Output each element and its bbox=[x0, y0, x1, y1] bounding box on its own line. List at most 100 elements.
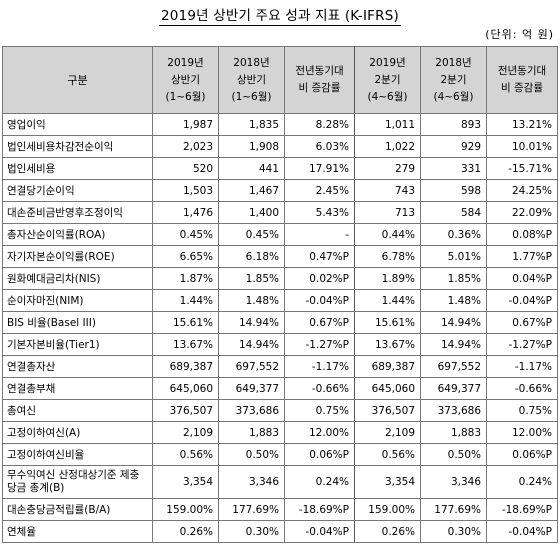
row-label: 기본자본비율(Tier1) bbox=[2, 333, 153, 356]
cell-value: 1,835 bbox=[218, 113, 285, 136]
cell-value: 649,377 bbox=[420, 377, 487, 400]
cell-value: 0.56% bbox=[152, 443, 219, 466]
cell-value: 645,060 bbox=[152, 377, 219, 400]
cell-value: 1,908 bbox=[218, 135, 285, 158]
cell-value: -0.66% bbox=[486, 377, 558, 400]
cell-value: 0.08%P bbox=[486, 223, 558, 246]
cell-value: 0.75% bbox=[486, 399, 558, 422]
cell-value: 0.36% bbox=[420, 223, 487, 246]
cell-value: 24.25% bbox=[486, 179, 558, 202]
cell-value: 713 bbox=[354, 201, 421, 224]
cell-value: 1,476 bbox=[152, 201, 219, 224]
cell-value: 1.44% bbox=[152, 289, 219, 312]
cell-value: 689,387 bbox=[152, 355, 219, 378]
cell-value: 0.24% bbox=[486, 465, 558, 499]
cell-value: 6.18% bbox=[218, 245, 285, 268]
cell-value: - bbox=[284, 223, 355, 246]
table-row: 연결총자산 689,387 697,552 -1.17% 689,387 697,552-… bbox=[2, 355, 558, 378]
cell-value: 373,686 bbox=[420, 399, 487, 422]
header-row: 구분 2019년 상반기 (1~6월) 2018년 상반기 (1~6월) 전년동… bbox=[2, 46, 558, 114]
table-row: 총여신 376,507 373,686 0.75% 376,507 373,686 0.75… bbox=[2, 399, 558, 422]
cell-value: 177.69% bbox=[218, 498, 285, 521]
header-line: 2분기 bbox=[440, 73, 467, 86]
cell-value: 2,109 bbox=[152, 421, 219, 444]
header-line: 전년동기대 bbox=[295, 65, 344, 77]
table-row: 기본자본비율(Tier1) 13.67% 14.94% -1.27%P 13.67% 14… bbox=[2, 333, 558, 356]
cell-value: 0.56% bbox=[354, 443, 421, 466]
cell-value: 689,387 bbox=[354, 355, 421, 378]
row-label: 순이자마진(NIM) bbox=[2, 289, 153, 312]
cell-value: 1,987 bbox=[152, 113, 219, 136]
row-label: 연결총자산 bbox=[2, 355, 153, 378]
header-line: 2분기 bbox=[374, 73, 401, 86]
table-row: 연결총부채 645,060 649,377 -0.66% 645,060 649,377-… bbox=[2, 377, 558, 400]
cell-value: 2,109 bbox=[354, 421, 421, 444]
header-line: (4~6월) bbox=[433, 90, 474, 103]
cell-value: 520 bbox=[152, 157, 219, 180]
cell-value: 3,346 bbox=[420, 465, 487, 499]
row-label: 법인세비용차감전순이익 bbox=[2, 135, 153, 158]
cell-value: 13.67% bbox=[354, 333, 421, 356]
cell-value: -0.04%P bbox=[486, 289, 558, 312]
cell-value: 12.00% bbox=[486, 421, 558, 444]
row-label: 대손충당금적립률(B/A) bbox=[2, 498, 153, 521]
cell-value: 0.45% bbox=[218, 223, 285, 246]
cell-value: 929 bbox=[420, 135, 487, 158]
cell-value: 697,552 bbox=[420, 355, 487, 378]
cell-value: 159.00% bbox=[354, 498, 421, 521]
table-row: 순이자마진(NIM) 1.44% 1.48% -0.04%P 1.44% 1.48% -0.… bbox=[2, 289, 558, 312]
cell-value: 598 bbox=[420, 179, 487, 202]
row-label: 연체율 bbox=[2, 520, 153, 543]
cell-value: 22.09% bbox=[486, 201, 558, 224]
cell-value: -18.69%P bbox=[284, 498, 355, 521]
cell-value: 14.94% bbox=[218, 333, 285, 356]
cell-value: 3,354 bbox=[152, 465, 219, 499]
table-row: 총자산순이익률(ROA) 0.45% 0.45% -0.44% 0.36% 0.08%P bbox=[2, 223, 558, 246]
header-h1-2018: 2018년 상반기 (1~6월) bbox=[218, 46, 285, 114]
cell-value: 13.21% bbox=[486, 113, 558, 136]
table-row: 영업이익 1,987 1,835 8.28% 1,011 893 13.21% bbox=[2, 113, 558, 136]
header-h1-change: 전년동기대 비 증감률 bbox=[284, 46, 355, 114]
table-row: 고정이하여신(A) 2,109 1,883 12.00% 2,109 1,883 12.00… bbox=[2, 421, 558, 444]
cell-value: 6.65% bbox=[152, 245, 219, 268]
cell-value: 893 bbox=[420, 113, 487, 136]
row-label: 무수익여신 산정대상기준 제충당금 총계(B) bbox=[2, 465, 153, 499]
cell-value: 15.61% bbox=[152, 311, 219, 334]
cell-value: 0.02%P bbox=[284, 267, 355, 290]
cell-value: 177.69% bbox=[420, 498, 487, 521]
table-row: 고정이하여신비율 0.56% 0.50% 0.06%P 0.56% 0.50% 0.06%P bbox=[2, 443, 558, 466]
table-row: 법인세비용차감전순이익 2,023 1,908 6.03% 1,022 929 10.01% bbox=[2, 135, 558, 158]
cell-value: 2,023 bbox=[152, 135, 219, 158]
cell-value: 0.50% bbox=[218, 443, 285, 466]
table-header: 구분 2019년 상반기 (1~6월) 2018년 상반기 (1~6월) 전년동… bbox=[2, 46, 558, 114]
cell-value: -0.04%P bbox=[284, 520, 355, 543]
cell-value: 1,022 bbox=[354, 135, 421, 158]
cell-value: 0.75% bbox=[284, 399, 355, 422]
cell-value: 1,883 bbox=[420, 421, 487, 444]
header-line: 2019년 bbox=[369, 56, 406, 69]
cell-value: 1.85% bbox=[420, 267, 487, 290]
cell-value: 645,060 bbox=[354, 377, 421, 400]
cell-value: 159.00% bbox=[152, 498, 219, 521]
header-q2-2019: 2019년 2분기 (4~6월) bbox=[354, 46, 421, 114]
cell-value: 5.43% bbox=[284, 201, 355, 224]
cell-value: -0.04%P bbox=[486, 520, 558, 543]
cell-value: -1.17% bbox=[486, 355, 558, 378]
cell-value: 0.45% bbox=[152, 223, 219, 246]
header-category: 구분 bbox=[2, 46, 153, 114]
cell-value: -0.04%P bbox=[284, 289, 355, 312]
header-line: 2018년 bbox=[435, 56, 472, 69]
cell-value: 0.26% bbox=[354, 520, 421, 543]
table-row: 무수익여신 산정대상기준 제충당금 총계(B) 3,354 3,346 0.24% 3,… bbox=[2, 465, 558, 499]
header-line: (4~6월) bbox=[367, 90, 408, 103]
cell-value: 0.47%P bbox=[284, 245, 355, 268]
row-label: 총자산순이익률(ROA) bbox=[2, 223, 153, 246]
header-q2-2018: 2018년 2분기 (4~6월) bbox=[420, 46, 487, 114]
cell-value: 1,400 bbox=[218, 201, 285, 224]
cell-value: 1.85% bbox=[218, 267, 285, 290]
page-title: 2019년 상반기 주요 성과 지표 (K-IFRS) bbox=[0, 4, 560, 26]
cell-value: 441 bbox=[218, 157, 285, 180]
header-line: 전년동기대 bbox=[497, 65, 547, 77]
cell-value: 15.61% bbox=[354, 311, 421, 334]
table-row: 법인세비용 520 441 17.91% 279 331 -15.71% bbox=[2, 157, 558, 180]
